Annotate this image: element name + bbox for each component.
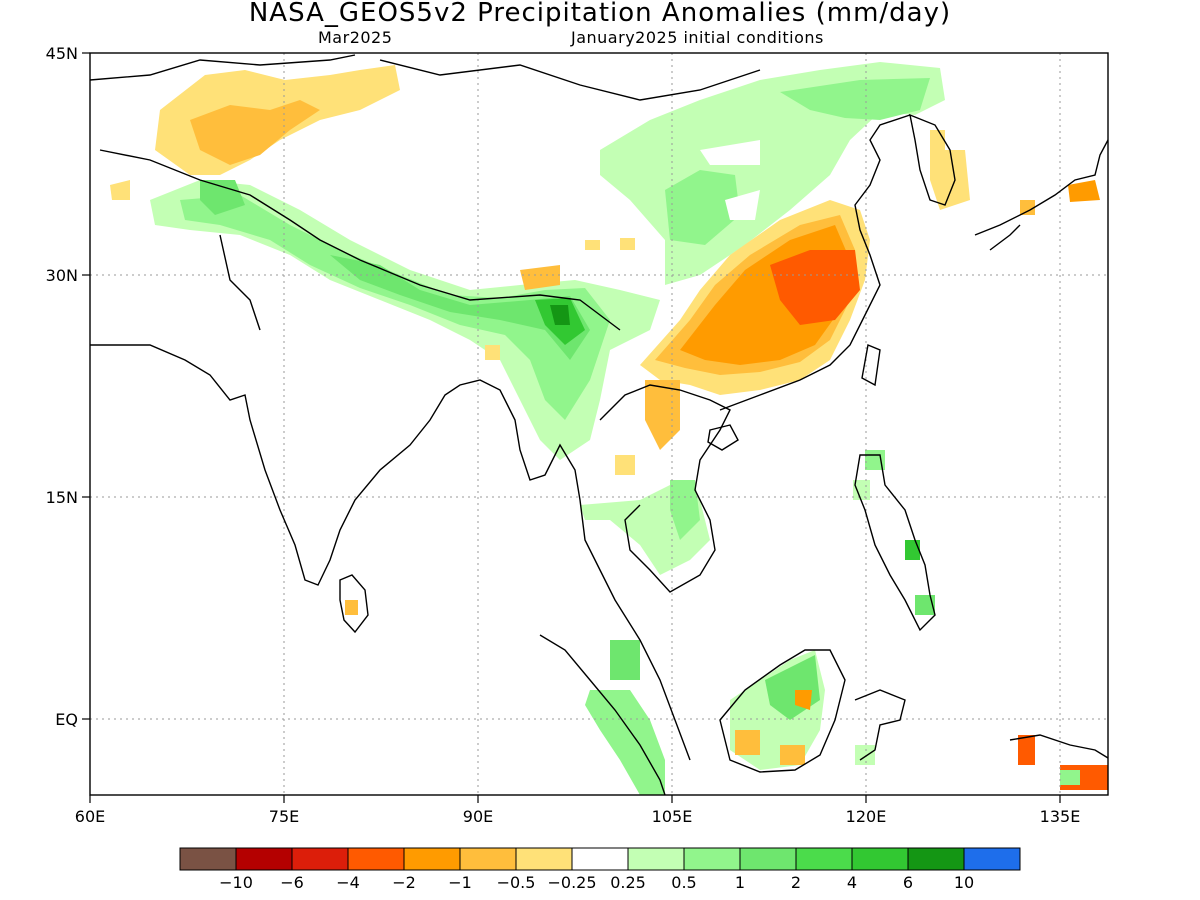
colorbar-label: −0.25: [547, 873, 596, 892]
x-tick-label: 120E: [846, 807, 887, 826]
colorbar-swatch: [683, 847, 741, 871]
colorbar-swatch: [627, 847, 685, 871]
x-tick-label: 75E: [269, 807, 299, 826]
x-tick-label: 60E: [75, 807, 105, 826]
y-axis-labels: 45N 30N 15N EQ: [46, 44, 78, 729]
colorbar-swatch: [459, 847, 517, 871]
colorbar: −10 −6 −4 −2 −1 −0.5 −0.25 0.25 0.5 1 2 4 6 10: [179, 847, 1021, 892]
colorbar-swatch: [179, 847, 237, 871]
colorbar-label: −0.5: [497, 873, 536, 892]
graticule: [90, 53, 1108, 795]
colorbar-label: −4: [336, 873, 360, 892]
colorbar-label: 6: [903, 873, 913, 892]
colorbar-swatch: [291, 847, 349, 871]
x-tick-label: 135E: [1040, 807, 1081, 826]
map-title: NASA_GEOS5v2 Precipitation Anomalies (mm…: [248, 0, 952, 28]
x-tick-label: 90E: [463, 807, 493, 826]
colorbar-swatch: [571, 847, 629, 871]
map-frame: [89, 52, 1109, 796]
colorbar-swatch: [851, 847, 909, 871]
colorbar-swatch: [347, 847, 405, 871]
colorbar-swatch: [403, 847, 461, 871]
colorbar-label: −1: [448, 873, 472, 892]
anomaly-shading: [110, 62, 1108, 795]
coastlines: [90, 54, 1108, 795]
colorbar-swatch: [235, 847, 293, 871]
colorbar-swatch: [739, 847, 797, 871]
colorbar-swatch: [963, 847, 1021, 871]
colorbar-label: 2: [791, 873, 801, 892]
colorbar-swatch: [795, 847, 853, 871]
colorbar-label: 0.25: [610, 873, 646, 892]
colorbar-label: 4: [847, 873, 857, 892]
y-tick-label: 45N: [46, 44, 78, 63]
initial-conditions: January2025 initial conditions: [571, 28, 824, 47]
colorbar-label: 10: [954, 873, 974, 892]
forecast-month: Mar2025: [318, 28, 393, 47]
colorbar-label: 1: [735, 873, 745, 892]
colorbar-label: −6: [280, 873, 304, 892]
x-axis-labels: 60E 75E 90E 105E 120E 135E: [75, 807, 1081, 826]
colorbar-swatch: [515, 847, 573, 871]
colorbar-label: 0.5: [671, 873, 696, 892]
y-tick-label: 15N: [46, 488, 78, 507]
colorbar-label: −2: [392, 873, 416, 892]
colorbar-label: −10: [219, 873, 253, 892]
x-tick-label: 105E: [652, 807, 693, 826]
y-tick-label: EQ: [55, 710, 78, 729]
colorbar-swatch: [907, 847, 965, 871]
y-tick-label: 30N: [46, 266, 78, 285]
